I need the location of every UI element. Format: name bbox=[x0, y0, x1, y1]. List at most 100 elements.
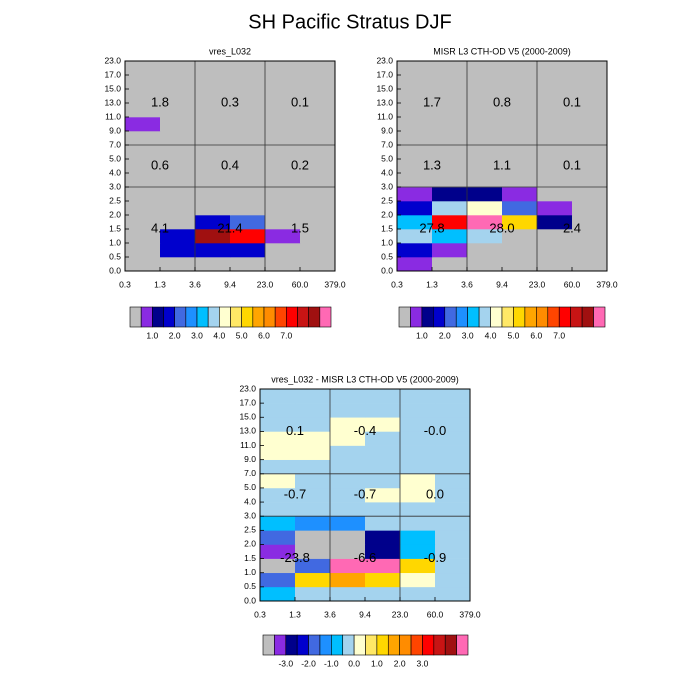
y-tick-label: 0.5 bbox=[381, 251, 393, 261]
cell bbox=[397, 117, 433, 132]
y-tick-label: 2.5 bbox=[381, 195, 393, 205]
colorbar-box bbox=[490, 306, 503, 328]
y-tick-label: 0.5 bbox=[109, 251, 121, 261]
y-tick-label: 11.0 bbox=[105, 111, 121, 121]
colorbar-box bbox=[285, 634, 298, 656]
cell bbox=[300, 89, 336, 104]
cell bbox=[572, 145, 608, 160]
cell bbox=[330, 459, 366, 475]
cell bbox=[265, 145, 301, 160]
y-tick-label: 3.0 bbox=[381, 181, 393, 191]
cell bbox=[435, 389, 471, 404]
y-tick-label: 23.0 bbox=[104, 55, 121, 65]
y-tick-label: 1.0 bbox=[381, 237, 393, 247]
cell bbox=[435, 403, 471, 418]
cell bbox=[537, 159, 573, 174]
cell bbox=[265, 187, 301, 202]
cell bbox=[295, 431, 331, 446]
colorbar-label: 6.0 bbox=[258, 330, 270, 340]
region-total: 0.1 bbox=[563, 157, 581, 172]
cell bbox=[265, 131, 301, 146]
cell bbox=[572, 173, 608, 188]
colorbar-box bbox=[410, 306, 423, 328]
x-tick-label: 60.0 bbox=[564, 279, 581, 289]
y-tick-label: 1.5 bbox=[381, 223, 393, 233]
cell bbox=[295, 389, 331, 404]
x-tick-label: 0.3 bbox=[119, 279, 131, 289]
cell bbox=[432, 257, 468, 272]
x-tick-label: 379.0 bbox=[459, 609, 481, 619]
cell bbox=[432, 131, 468, 146]
cell bbox=[195, 61, 231, 76]
cell bbox=[397, 89, 433, 104]
colorbar-box bbox=[524, 306, 537, 328]
cell bbox=[397, 201, 433, 216]
cell bbox=[435, 516, 471, 531]
cell bbox=[230, 145, 266, 160]
cell bbox=[195, 159, 231, 174]
cell bbox=[330, 417, 366, 432]
colorbar-box bbox=[570, 306, 583, 328]
cell bbox=[330, 516, 366, 531]
y-tick-label: 23.0 bbox=[376, 55, 393, 65]
cell bbox=[330, 530, 366, 545]
y-tick-label: 15.0 bbox=[376, 83, 393, 93]
colorbar-box bbox=[274, 306, 287, 328]
cell bbox=[572, 103, 608, 118]
cell bbox=[195, 229, 231, 244]
cell bbox=[432, 187, 468, 202]
cell bbox=[295, 445, 331, 460]
colorbar-label: 3.0 bbox=[191, 330, 203, 340]
cell bbox=[400, 572, 436, 588]
colorbar-box bbox=[207, 306, 220, 328]
y-tick-label: 11.0 bbox=[377, 111, 393, 121]
cell bbox=[330, 403, 366, 418]
cell bbox=[160, 173, 196, 188]
cell bbox=[467, 117, 503, 132]
cell bbox=[300, 61, 336, 76]
cell bbox=[435, 544, 471, 559]
cell bbox=[432, 75, 468, 90]
cell bbox=[432, 89, 468, 104]
cell bbox=[195, 257, 231, 272]
cell bbox=[467, 229, 503, 244]
colorbar-box bbox=[398, 306, 411, 328]
cell bbox=[125, 257, 161, 272]
colorbar-box bbox=[444, 634, 457, 656]
cell bbox=[400, 586, 436, 602]
cell bbox=[300, 229, 336, 244]
cell bbox=[295, 544, 331, 559]
colorbar-box bbox=[331, 634, 344, 656]
cell bbox=[265, 117, 301, 132]
cell bbox=[467, 145, 503, 160]
x-tick-label: 9.4 bbox=[224, 279, 236, 289]
cell bbox=[125, 201, 161, 216]
region-total: -0.7 bbox=[354, 486, 376, 501]
cell bbox=[125, 61, 161, 76]
cell bbox=[397, 215, 433, 230]
region-total: 1.3 bbox=[423, 157, 441, 172]
x-tick-label: 9.4 bbox=[496, 279, 508, 289]
colorbar-box bbox=[185, 306, 198, 328]
cell bbox=[300, 117, 336, 132]
cell bbox=[125, 159, 161, 174]
colorbar-label: 2.0 bbox=[394, 658, 406, 668]
cell bbox=[435, 459, 471, 475]
cell bbox=[330, 487, 366, 503]
x-tick-label: 23.0 bbox=[257, 279, 274, 289]
cell bbox=[265, 75, 301, 90]
cell bbox=[125, 173, 161, 188]
cell bbox=[537, 131, 573, 146]
cell bbox=[502, 103, 538, 118]
cell bbox=[160, 103, 196, 118]
cell bbox=[260, 502, 296, 517]
colorbar-label: 5.0 bbox=[236, 330, 248, 340]
colorbar-box bbox=[410, 634, 423, 656]
cell bbox=[160, 131, 196, 146]
cell bbox=[502, 173, 538, 188]
cell bbox=[160, 159, 196, 174]
cell bbox=[230, 75, 266, 90]
cell bbox=[230, 173, 266, 188]
colorbar-box bbox=[263, 306, 276, 328]
cell bbox=[400, 403, 436, 418]
